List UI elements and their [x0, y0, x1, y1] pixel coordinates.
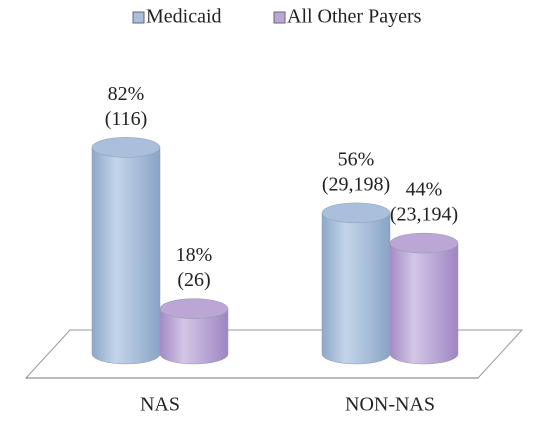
- value-label: 56%: [338, 148, 375, 170]
- legend-swatch: [132, 11, 145, 24]
- legend-label: All Other Payers: [287, 6, 422, 28]
- x-tick-label: NAS: [140, 394, 180, 416]
- value-label: 18%: [176, 244, 213, 266]
- bar: [91, 147, 161, 365]
- legend-label: Medicaid: [146, 6, 222, 28]
- bar-top: [159, 298, 229, 319]
- value-label: 82%: [108, 83, 145, 105]
- bar-top: [321, 202, 391, 224]
- bar: [389, 242, 459, 365]
- bar-top: [91, 137, 161, 158]
- count-label: (116): [105, 108, 148, 130]
- bar: [159, 308, 229, 365]
- bar: [321, 212, 391, 365]
- bar-top: [389, 232, 459, 254]
- value-label: 44%: [406, 179, 443, 201]
- count-label: (23,194): [390, 204, 458, 226]
- x-tick-label: NON-NAS: [345, 394, 435, 416]
- count-label: (29,198): [322, 173, 390, 195]
- count-label: (26): [177, 269, 210, 291]
- legend-swatch: [273, 11, 286, 24]
